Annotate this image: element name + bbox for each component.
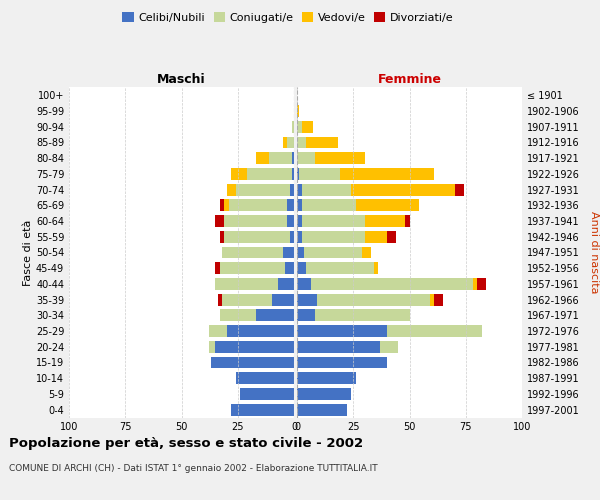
Title: Femmine: Femmine (377, 74, 442, 86)
Bar (224, 231, 290, 242)
Bar (306, 136, 338, 148)
Bar (287, 215, 294, 227)
Bar (283, 246, 294, 258)
Bar (269, 152, 292, 164)
Bar (297, 246, 304, 258)
Bar (292, 152, 294, 164)
Bar (302, 215, 365, 227)
Bar (297, 152, 315, 164)
Bar (315, 310, 410, 321)
Bar (473, 278, 477, 290)
Bar (477, 278, 486, 290)
Bar (231, 168, 247, 180)
Bar (209, 341, 215, 352)
Bar (211, 356, 294, 368)
Title: Maschi: Maschi (157, 74, 206, 86)
Bar (434, 294, 443, 306)
Bar (302, 184, 351, 196)
Bar (311, 278, 473, 290)
Bar (297, 215, 302, 227)
Bar (455, 184, 464, 196)
Bar (215, 215, 224, 227)
Bar (297, 121, 302, 132)
Bar (297, 388, 351, 400)
Bar (227, 325, 294, 337)
Y-axis label: Fasce di età: Fasce di età (23, 220, 33, 286)
Bar (299, 168, 340, 180)
Bar (290, 184, 294, 196)
Bar (387, 325, 482, 337)
Bar (297, 168, 299, 180)
Bar (365, 231, 387, 242)
Bar (297, 356, 387, 368)
Legend: Celibi/Nubili, Coniugati/e, Vedovi/e, Divorziati/e: Celibi/Nubili, Coniugati/e, Vedovi/e, Di… (118, 8, 458, 28)
Bar (297, 184, 302, 196)
Bar (297, 372, 356, 384)
Bar (220, 231, 224, 242)
Bar (374, 262, 378, 274)
Bar (235, 372, 294, 384)
Bar (218, 294, 222, 306)
Bar (405, 215, 410, 227)
Bar (297, 341, 380, 352)
Bar (222, 246, 283, 258)
Bar (209, 325, 227, 337)
Bar (278, 278, 294, 290)
Bar (247, 168, 292, 180)
Bar (224, 200, 229, 211)
Bar (292, 121, 294, 132)
Bar (224, 215, 287, 227)
Bar (387, 231, 396, 242)
Bar (302, 231, 365, 242)
Bar (215, 341, 294, 352)
Bar (297, 278, 311, 290)
Bar (380, 341, 398, 352)
Bar (220, 310, 256, 322)
Bar (297, 294, 317, 306)
Bar (297, 200, 302, 211)
Bar (271, 294, 294, 306)
Bar (285, 262, 294, 274)
Bar (365, 215, 405, 227)
Text: COMUNE DI ARCHI (CH) - Dati ISTAT 1° gennaio 2002 - Elaborazione TUTTITALIA.IT: COMUNE DI ARCHI (CH) - Dati ISTAT 1° gen… (9, 464, 377, 473)
Bar (297, 105, 299, 117)
Bar (287, 200, 294, 211)
Bar (304, 246, 362, 258)
Bar (290, 231, 294, 242)
Bar (356, 200, 419, 211)
Bar (297, 136, 306, 148)
Bar (220, 262, 285, 274)
Bar (256, 152, 269, 164)
Bar (317, 294, 430, 306)
Bar (256, 310, 294, 322)
Bar (297, 231, 302, 242)
Bar (240, 388, 294, 400)
Bar (302, 121, 313, 132)
Bar (351, 184, 455, 196)
Bar (222, 294, 271, 306)
Bar (283, 136, 287, 148)
Text: Popolazione per età, sesso e stato civile - 2002: Popolazione per età, sesso e stato civil… (9, 438, 363, 450)
Bar (297, 310, 315, 321)
Bar (362, 246, 371, 258)
Bar (297, 325, 387, 337)
Bar (231, 404, 294, 415)
Bar (229, 200, 287, 211)
Bar (215, 278, 278, 290)
Bar (297, 404, 347, 415)
Y-axis label: Anni di nascita: Anni di nascita (589, 211, 599, 294)
Bar (302, 200, 356, 211)
Bar (306, 262, 374, 274)
Bar (287, 136, 294, 148)
Bar (235, 184, 290, 196)
Bar (292, 168, 294, 180)
Bar (227, 184, 235, 196)
Bar (297, 262, 306, 274)
Bar (340, 168, 434, 180)
Bar (220, 200, 224, 211)
Bar (215, 262, 220, 274)
Bar (315, 152, 365, 164)
Bar (430, 294, 434, 306)
